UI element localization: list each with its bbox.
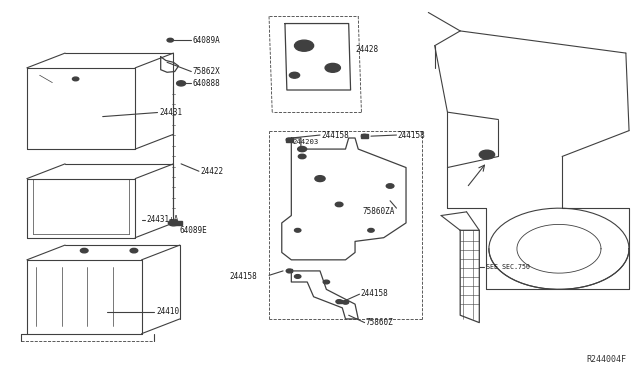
Circle shape <box>336 300 342 304</box>
Circle shape <box>298 154 306 159</box>
Text: 75860ZA: 75860ZA <box>362 207 394 217</box>
Text: 64089E: 64089E <box>180 226 207 235</box>
Bar <box>286 138 292 142</box>
Text: 24410: 24410 <box>156 307 179 316</box>
Text: 640888: 640888 <box>193 79 220 88</box>
Circle shape <box>342 301 349 304</box>
Text: 24422: 24422 <box>200 167 223 176</box>
Text: 244203: 244203 <box>292 140 319 145</box>
Circle shape <box>167 38 173 42</box>
Circle shape <box>294 275 301 278</box>
Circle shape <box>362 134 368 138</box>
Circle shape <box>289 72 300 78</box>
Text: 75860Z: 75860Z <box>366 318 394 327</box>
Circle shape <box>298 147 307 152</box>
Circle shape <box>479 150 495 159</box>
Text: 244158: 244158 <box>321 131 349 140</box>
Text: 244158: 244158 <box>230 272 257 281</box>
Text: 24428: 24428 <box>355 45 378 54</box>
Circle shape <box>325 63 340 72</box>
Text: 24431: 24431 <box>159 108 182 117</box>
Bar <box>337 300 342 303</box>
Circle shape <box>323 280 330 284</box>
Text: 64089A: 64089A <box>193 36 220 45</box>
Bar <box>287 269 292 272</box>
Circle shape <box>387 184 394 188</box>
Text: 244158: 244158 <box>397 131 426 140</box>
Circle shape <box>483 152 492 157</box>
Bar <box>362 134 368 138</box>
Circle shape <box>177 81 186 86</box>
Circle shape <box>81 248 88 253</box>
Circle shape <box>130 248 138 253</box>
Circle shape <box>315 176 325 182</box>
Circle shape <box>286 269 292 273</box>
Circle shape <box>368 228 374 232</box>
Text: R244004F: R244004F <box>586 355 627 364</box>
Bar <box>175 221 182 225</box>
Text: 75862X: 75862X <box>193 67 220 76</box>
Circle shape <box>294 228 301 232</box>
Circle shape <box>168 220 179 226</box>
Text: 24431+A: 24431+A <box>147 215 179 224</box>
Circle shape <box>286 138 292 142</box>
Text: 244158: 244158 <box>360 289 388 298</box>
Text: SEE SEC.750: SEE SEC.750 <box>486 264 530 270</box>
Circle shape <box>335 202 343 207</box>
Circle shape <box>72 77 79 81</box>
Circle shape <box>294 40 314 51</box>
